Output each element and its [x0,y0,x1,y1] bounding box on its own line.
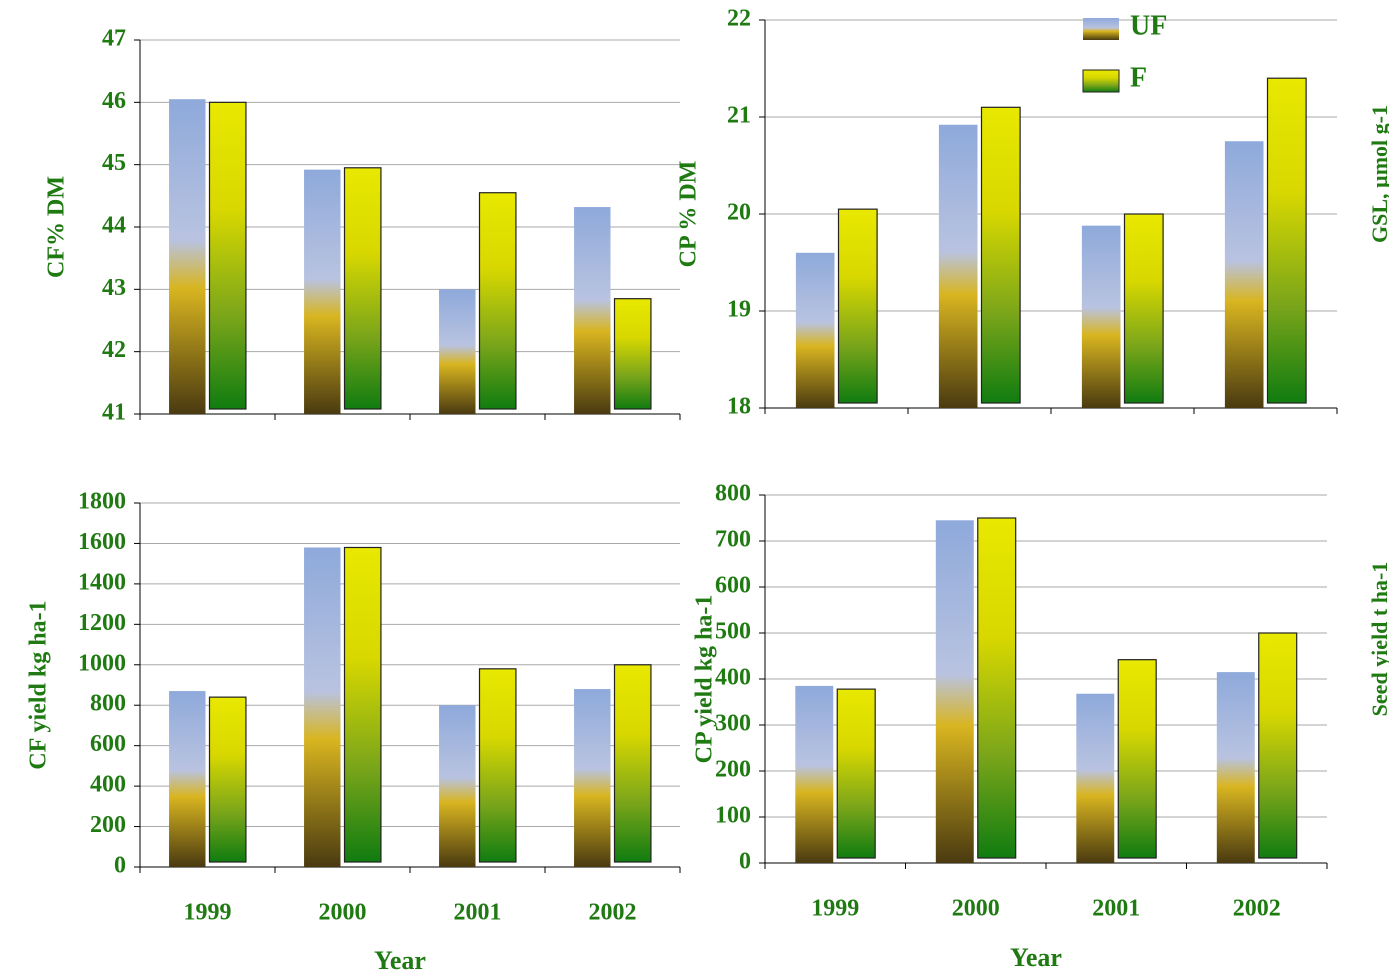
x-tick-label: 1999 [184,900,232,926]
bar [938,124,978,408]
bar [1216,672,1255,863]
bar [935,520,974,863]
bar [439,289,476,414]
y-tick-label: 600 [715,573,751,599]
y-tick-label: 42 [102,337,126,363]
bar [208,696,247,863]
legend-label: UF [1130,10,1167,41]
bar [980,106,1021,404]
bar [478,668,517,863]
bar [1266,77,1307,404]
bar [208,101,247,410]
bar [1224,141,1264,408]
y-tick-label: 100 [715,803,751,829]
y-tick-label: 20 [727,200,751,226]
y-tick-label: 43 [102,275,126,301]
x-tick-label: 1999 [811,896,859,922]
y-tick-label: 41 [102,400,126,426]
bar [304,169,341,414]
y-tick-label: 200 [90,812,126,838]
y-tick-label: 1400 [78,569,126,595]
bar [613,664,652,863]
y-tick-label: 47 [102,26,126,52]
y-tick-label: 44 [102,213,126,239]
y-tick-label: 18 [727,394,751,420]
bar [343,546,382,863]
bar [1081,225,1121,408]
y-tick-label: 800 [90,691,126,717]
y-tick-label: 1600 [78,529,126,555]
y-axis-label: CF% DM [44,176,70,278]
y-tick-label: 0 [114,853,126,879]
y-tick-label: 300 [715,711,751,737]
x-tick-label: 2001 [1092,896,1140,922]
bar [836,688,876,859]
y-tick-label: 700 [715,527,751,553]
x-axis-label: Year [1010,943,1062,972]
y-tick-label: 1000 [78,650,126,676]
y-tick-label: 0 [739,849,751,875]
bar [1117,659,1157,859]
bar [795,252,835,408]
bar [1123,213,1164,404]
y-tick-label: 19 [727,297,751,323]
bar [837,208,878,404]
bar [169,99,206,414]
bar [977,517,1017,859]
bar [304,547,341,867]
legend-swatch [1083,18,1119,40]
y-tick-label: 500 [715,619,751,645]
bar [613,298,652,410]
y-tick-label: 400 [90,772,126,798]
y-axis-label: CP % DM [676,161,702,268]
y-tick-label: 200 [715,757,751,783]
bar [343,167,382,410]
y-tick-label: 22 [727,6,751,32]
y-tick-label: 46 [102,88,126,114]
bar [439,705,476,867]
bar [795,685,834,863]
bar [1076,693,1115,863]
y-tick-label: 600 [90,731,126,757]
x-tick-label: 2000 [319,900,367,926]
y-tick-label: 1800 [78,489,126,515]
y-tick-label: 400 [715,665,751,691]
x-tick-label: 2000 [952,896,1000,922]
y-tick-label: 800 [715,481,751,507]
legend-swatch [1082,69,1120,93]
annotation: GSL, µmol g-1 [1367,105,1389,243]
bar [478,192,517,410]
y-tick-label: 21 [727,103,751,129]
x-tick-label: 2002 [1233,896,1281,922]
bar [574,689,611,867]
bar [169,691,206,867]
x-tick-label: 2001 [454,900,502,926]
y-tick-label: 1200 [78,610,126,636]
y-axis-label: CF yield kg ha-1 [26,600,52,769]
bar [574,207,611,414]
bar [1258,632,1298,859]
y-axis-label: CP yield kg ha-1 [692,595,718,764]
legend-label: F [1130,62,1147,93]
x-axis-label: Year [374,946,426,975]
annotation: Seed yield t ha-1 [1367,562,1389,717]
x-tick-label: 2002 [589,900,637,926]
y-tick-label: 45 [102,150,126,176]
